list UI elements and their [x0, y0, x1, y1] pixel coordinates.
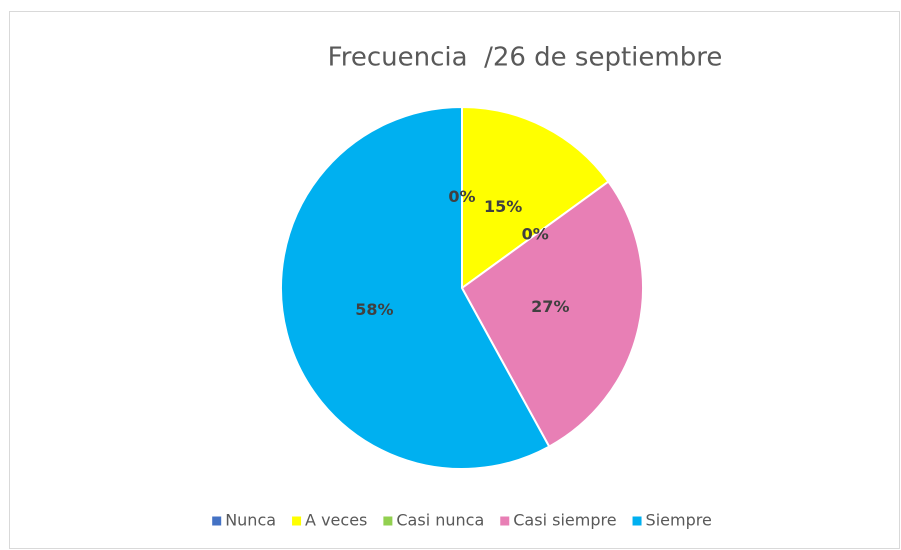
legend-label: Casi nunca	[396, 511, 484, 530]
data-label: 27%	[531, 297, 569, 316]
legend-swatch	[383, 516, 393, 526]
pie-slice	[461, 105, 610, 290]
pie	[280, 105, 644, 470]
data-label: 0%	[522, 224, 549, 243]
legend-label: A veces	[305, 511, 367, 530]
legend-label: Siempre	[646, 511, 712, 530]
data-label: 15%	[484, 197, 522, 216]
legend-swatch	[500, 516, 510, 526]
data-label: 58%	[355, 300, 393, 319]
data-label: 0%	[448, 187, 475, 206]
pie-slice	[280, 105, 551, 470]
data-labels: 0%15%0%27%58%	[355, 187, 569, 319]
legend-label: Casi siempre	[513, 511, 616, 530]
legend-swatch	[292, 516, 302, 526]
chart-title: Frecuencia /26 de septiembre	[328, 43, 723, 73]
legend: Nunca A veces Casi nunca Casi siempre Siempr…	[212, 511, 712, 530]
legend-swatch	[212, 516, 222, 526]
legend-swatch	[632, 516, 642, 526]
pie-slice	[460, 180, 644, 448]
legend-label: Nunca	[225, 511, 276, 530]
